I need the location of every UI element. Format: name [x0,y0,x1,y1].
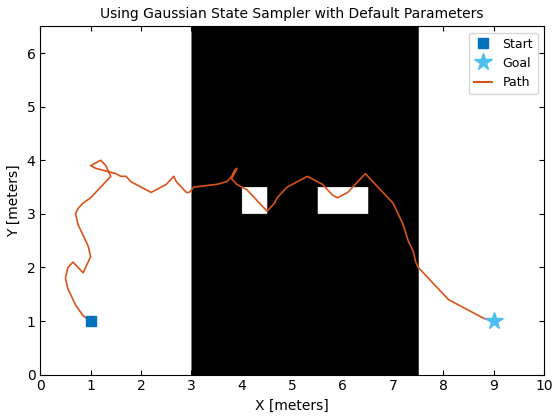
Y-axis label: Y [meters]: Y [meters] [7,164,21,237]
Path [309,176,316,181]
Path [223,179,230,184]
Path [370,179,376,184]
Path [491,318,497,323]
Path [349,184,356,189]
Path [133,182,139,187]
Path [246,190,253,195]
X-axis label: X [meters]: X [meters] [255,399,329,413]
Path [97,158,104,163]
Path [87,318,94,323]
Legend: Start, Goal, Path: Start, Goal, Path [469,32,538,94]
Title: Using Gaussian State Sampler with Default Parameters: Using Gaussian State Sampler with Defaul… [100,7,484,21]
Line: Path: Path [66,160,494,321]
